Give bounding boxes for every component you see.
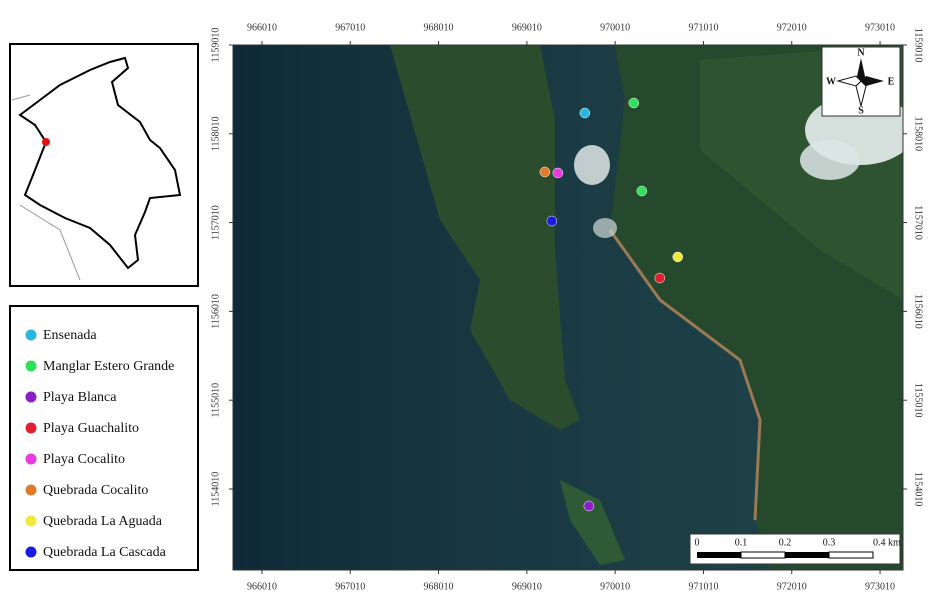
x-tick-label: 973010 — [865, 22, 895, 33]
legend-label: Ensenada — [43, 328, 97, 343]
x-tick-label: 973010 — [865, 581, 895, 592]
site-point — [546, 215, 558, 227]
legend-swatch — [25, 360, 37, 372]
x-tick-label: 970010 — [600, 22, 630, 33]
compass-e: E — [888, 76, 895, 87]
x-tick-label: 966010 — [247, 581, 277, 592]
y-tick-label: 1156010 — [210, 294, 221, 329]
legend-swatch — [25, 484, 37, 496]
site-point — [579, 107, 591, 119]
legend-label: Playa Blanca — [43, 390, 117, 405]
inset-frame — [9, 43, 199, 287]
y-tick-label: 1158010 — [210, 116, 221, 151]
legend-swatch — [25, 453, 37, 465]
x-tick-label: 972010 — [777, 581, 807, 592]
legend-swatch — [25, 515, 37, 527]
y-tick-label: 1158010 — [913, 116, 924, 151]
y-tick-label: 1154010 — [913, 472, 924, 507]
site-point — [552, 167, 564, 179]
x-tick-label: 967010 — [335, 22, 365, 33]
y-tick-label: 1159010 — [913, 28, 924, 63]
scale-label: 0.3 — [823, 537, 836, 548]
site-point — [583, 500, 595, 512]
compass-w: W — [826, 76, 836, 87]
inset-map — [11, 56, 182, 281]
map-image — [233, 45, 903, 570]
y-tick-label: 1159010 — [210, 28, 221, 63]
legend-label: Quebrada La Cascada — [43, 545, 167, 560]
site-point — [636, 185, 648, 197]
x-tick-label: 967010 — [335, 581, 365, 592]
x-tick-label: 970010 — [600, 581, 630, 592]
legend-swatch — [25, 546, 37, 558]
compass — [821, 46, 901, 117]
x-tick-label: 966010 — [247, 22, 277, 33]
y-tick-label: 1154010 — [210, 472, 221, 507]
legend-label: Quebrada La Aguada — [43, 514, 163, 529]
y-tick-label: 1156010 — [913, 294, 924, 329]
legend — [9, 305, 199, 571]
x-tick-label: 969010 — [512, 581, 542, 592]
legend-label: Manglar Estero Grande — [43, 359, 174, 374]
x-tick-label: 972010 — [777, 22, 807, 33]
site-point — [539, 166, 551, 178]
y-tick-label: 1157010 — [913, 205, 924, 240]
scale-label: 0.1 — [735, 537, 748, 548]
compass-s: S — [858, 105, 864, 116]
scale-label: 0.4 km — [873, 537, 901, 548]
legend-label: Playa Cocalito — [43, 452, 125, 467]
scale-label: 0 — [695, 537, 700, 548]
legend-label: Quebrada Cocalito — [43, 483, 148, 498]
y-tick-label: 1157010 — [210, 205, 221, 240]
x-tick-label: 968010 — [424, 581, 454, 592]
x-tick-label: 971010 — [688, 22, 718, 33]
inset-location — [42, 138, 50, 146]
legend-swatch — [25, 422, 37, 434]
y-tick-label: 1155010 — [913, 383, 924, 418]
map-frame — [232, 44, 904, 571]
scale-bar — [689, 533, 901, 565]
site-point — [672, 251, 684, 263]
x-tick-label: 968010 — [424, 22, 454, 33]
x-tick-label: 969010 — [512, 22, 542, 33]
legend-label: Playa Guachalito — [43, 421, 139, 436]
compass-n: N — [857, 47, 865, 58]
site-point — [654, 272, 666, 284]
legend-swatch — [25, 391, 37, 403]
site-point — [628, 97, 640, 109]
legend-swatch — [25, 329, 37, 341]
x-tick-label: 971010 — [688, 581, 718, 592]
scale-label: 0.2 — [779, 537, 792, 548]
y-tick-label: 1155010 — [210, 383, 221, 418]
